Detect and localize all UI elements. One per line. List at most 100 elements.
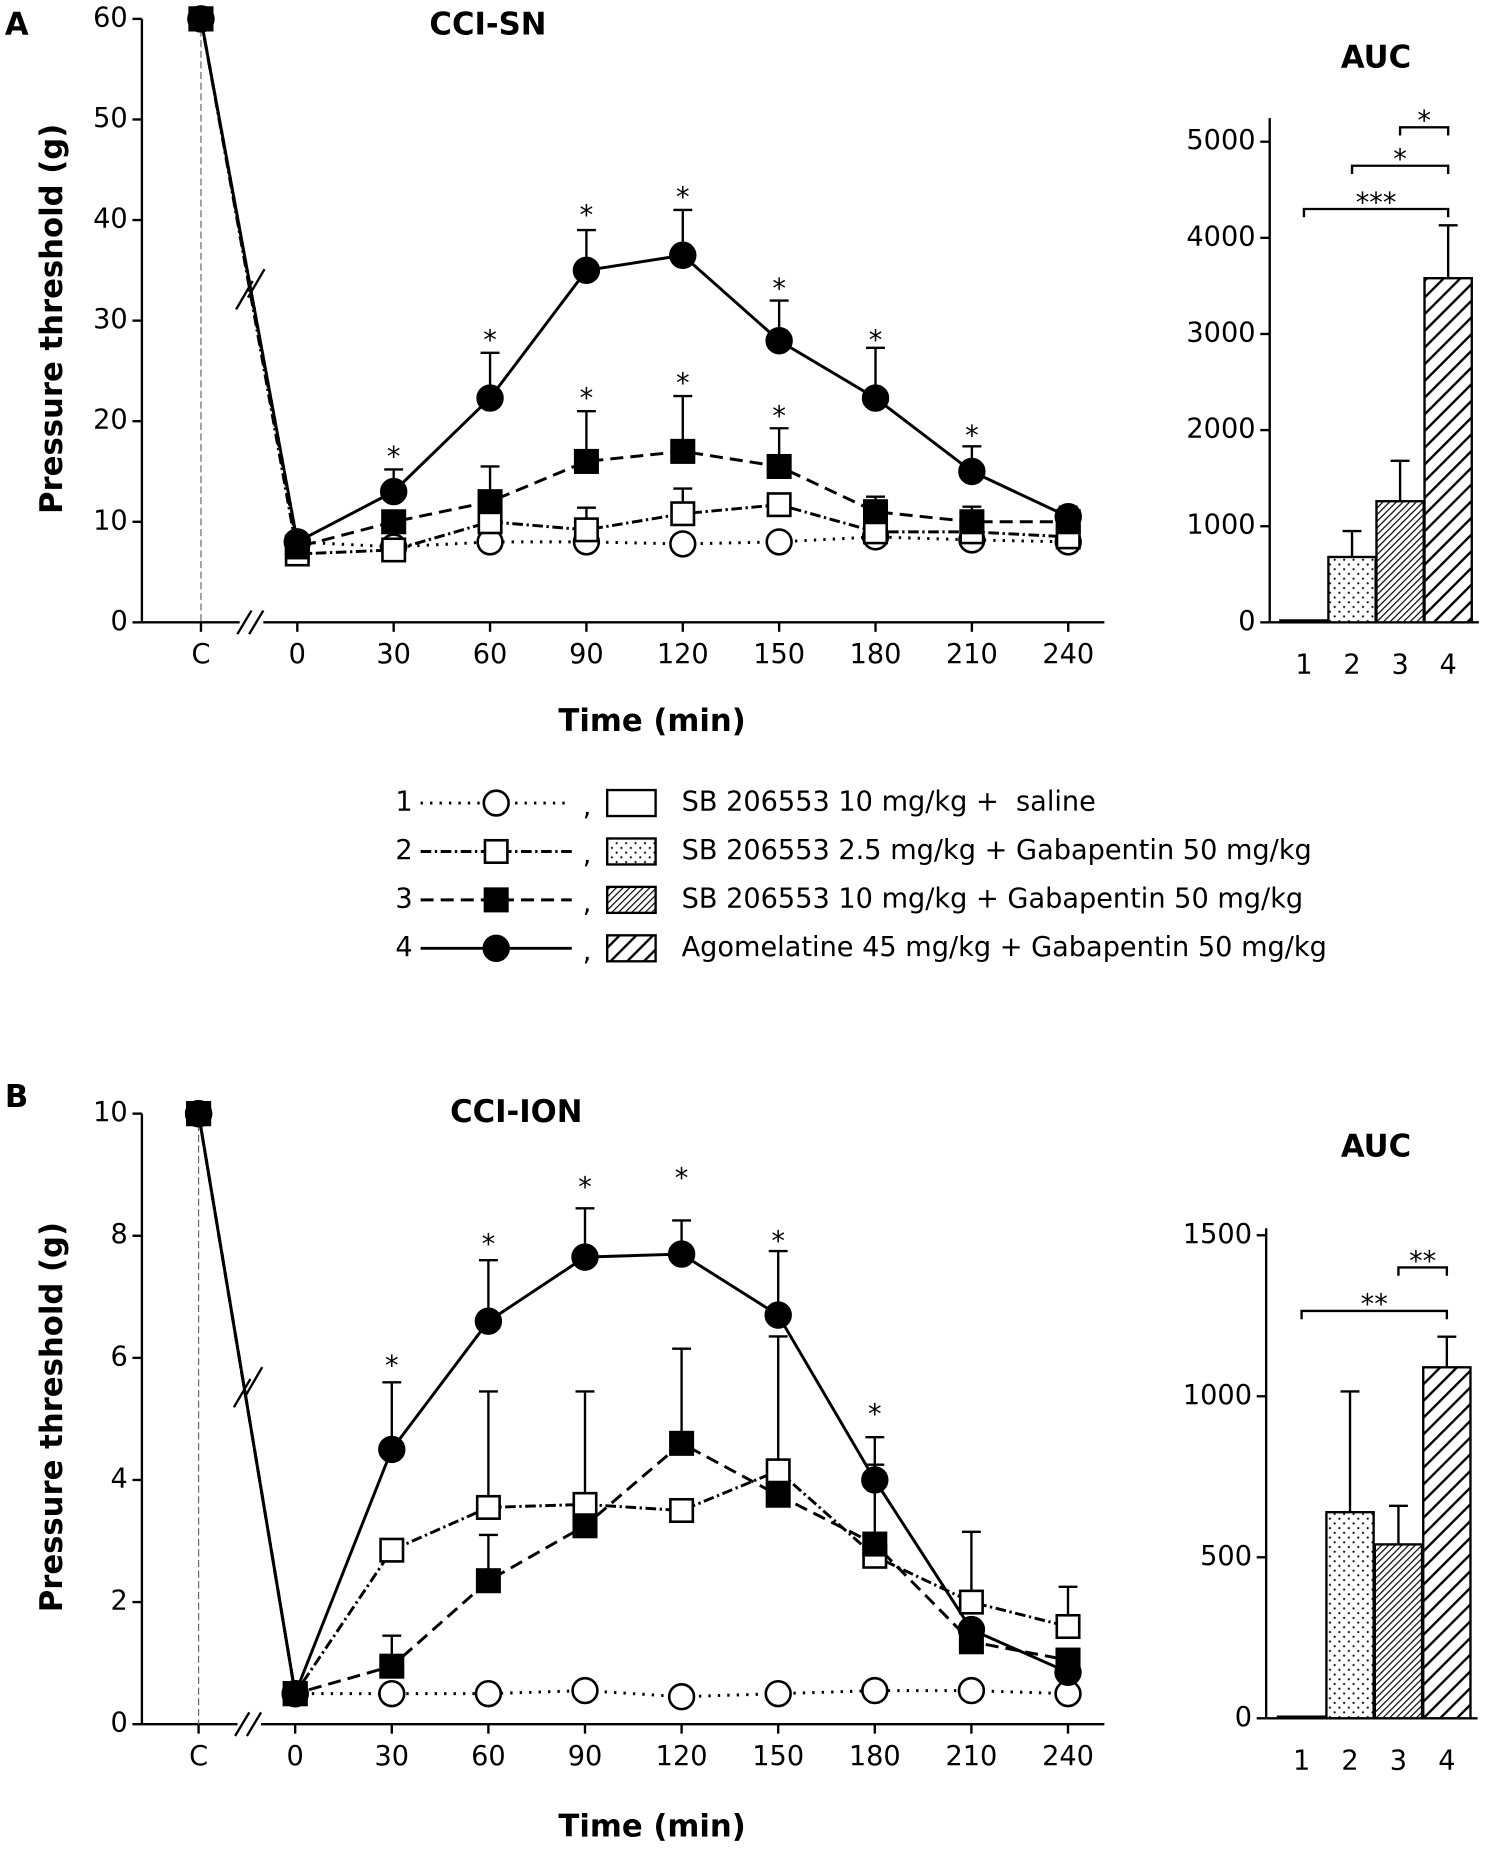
marker: [766, 492, 792, 518]
legend-label: Agomelatine 45 mg/kg + Gabapentin 50 mg/…: [682, 932, 1327, 963]
series-line: [197, 1113, 1069, 1700]
y-tick-label: 1500: [1183, 1219, 1252, 1250]
chart-title: CCI-ION: [450, 1095, 582, 1130]
marker: [958, 1589, 984, 1615]
axis-break: [248, 609, 265, 635]
significance-bracket: [1302, 207, 1450, 218]
marker: [283, 528, 312, 556]
marker: [477, 489, 503, 515]
x-tick-label: C: [189, 1741, 208, 1772]
y-axis-label: Pressure threshold (g): [35, 1222, 70, 1612]
y-tick-label: 50: [93, 103, 128, 134]
marker: [862, 1531, 888, 1557]
x-tick-label: 90: [569, 639, 604, 670]
y-tick-label: 4000: [1186, 221, 1255, 252]
significance-mark: *: [578, 1173, 592, 1204]
x-tick-label: 150: [753, 639, 805, 670]
significance-mark: **: [1361, 1290, 1388, 1321]
marker: [957, 1615, 986, 1644]
marker: [765, 528, 793, 556]
y-tick-label: 0: [110, 1708, 127, 1739]
y-tick-label: 3000: [1186, 317, 1255, 348]
marker: [765, 1458, 791, 1484]
marker: [573, 448, 599, 474]
series-line: [199, 18, 1069, 549]
x-tick-label: 0: [287, 1741, 304, 1772]
significance-mark: *: [771, 1226, 785, 1257]
marker: [571, 1676, 599, 1705]
marker: [861, 384, 890, 412]
y-tick-label: 0: [1238, 606, 1255, 637]
x-tick-label: C: [191, 639, 210, 670]
marker: [381, 509, 407, 535]
x-tick-label: 2: [1343, 650, 1360, 681]
bar: [1327, 555, 1377, 624]
significance-mark: **: [1409, 1246, 1436, 1277]
marker: [669, 241, 697, 269]
series-line: [199, 18, 1069, 549]
marker: [670, 501, 696, 527]
legend-number: 2: [395, 835, 412, 866]
marker: [475, 1494, 501, 1520]
marker: [573, 517, 599, 543]
legend-number: 3: [395, 883, 412, 914]
x-tick-label: 180: [849, 1741, 901, 1772]
legend-number: 4: [395, 932, 412, 963]
marker: [474, 1307, 503, 1335]
y-tick-label: 30: [93, 304, 128, 335]
x-tick-label: 120: [657, 639, 709, 670]
significance-mark: *: [1393, 145, 1407, 176]
x-tick-label: 4: [1440, 650, 1457, 681]
y-tick-label: 0: [1235, 1702, 1252, 1733]
axis-break: [245, 1711, 263, 1737]
legend-separator: ,: [583, 888, 592, 919]
y-tick-label: 10: [93, 505, 128, 536]
x-tick-label: 4: [1438, 1745, 1455, 1776]
x-axis-label: Time (min): [558, 704, 745, 739]
legend-separator: ,: [583, 791, 592, 822]
significance-mark: *: [675, 1163, 689, 1194]
y-tick-label: 1000: [1186, 510, 1255, 541]
significance-mark: *: [772, 274, 786, 305]
axis-break: [236, 609, 253, 635]
marker: [667, 1240, 696, 1268]
legend-marker: [483, 887, 509, 913]
panel-label: B: [5, 1080, 28, 1115]
bar: [1422, 1366, 1472, 1720]
marker: [766, 453, 792, 479]
legend-marker: [483, 838, 509, 864]
marker: [1055, 1613, 1081, 1640]
marker: [381, 537, 407, 563]
legend-marker: [482, 934, 510, 963]
marker: [667, 1683, 696, 1711]
y-tick-label: 40: [93, 204, 128, 235]
marker: [1054, 503, 1082, 531]
legend-marker: [482, 789, 510, 817]
bar: [1276, 1715, 1327, 1720]
line-break: [232, 1378, 252, 1408]
chart-title: CCI-SN: [429, 7, 546, 42]
y-tick-label: 4: [110, 1463, 127, 1494]
marker: [670, 438, 696, 464]
significance-mark: *: [868, 1400, 882, 1431]
marker: [379, 1653, 405, 1679]
y-tick-label: 2000: [1186, 414, 1255, 445]
series-line: [197, 1113, 1069, 1698]
marker: [862, 499, 889, 525]
x-tick-label: 3: [1390, 1745, 1407, 1776]
x-tick-label: 30: [376, 639, 411, 670]
legend-label: SB 206553 10 mg/kg + Gabapentin 50 mg/kg: [682, 883, 1304, 914]
significance-mark: ***: [1356, 188, 1397, 219]
marker: [958, 457, 986, 486]
x-tick-label: 120: [656, 1741, 708, 1772]
legend-label: SB 206553 2.5 mg/kg + Gabapentin 50 mg/k…: [682, 835, 1312, 866]
x-tick-label: 240: [1042, 639, 1094, 670]
series-line: [197, 1113, 1069, 1696]
x-tick-label: 60: [473, 639, 508, 670]
series-line: [199, 18, 1069, 556]
significance-mark: *: [676, 182, 690, 213]
y-tick-label: 60: [93, 2, 128, 33]
significance-mark: *: [1417, 106, 1431, 137]
significance-mark: *: [965, 421, 979, 452]
